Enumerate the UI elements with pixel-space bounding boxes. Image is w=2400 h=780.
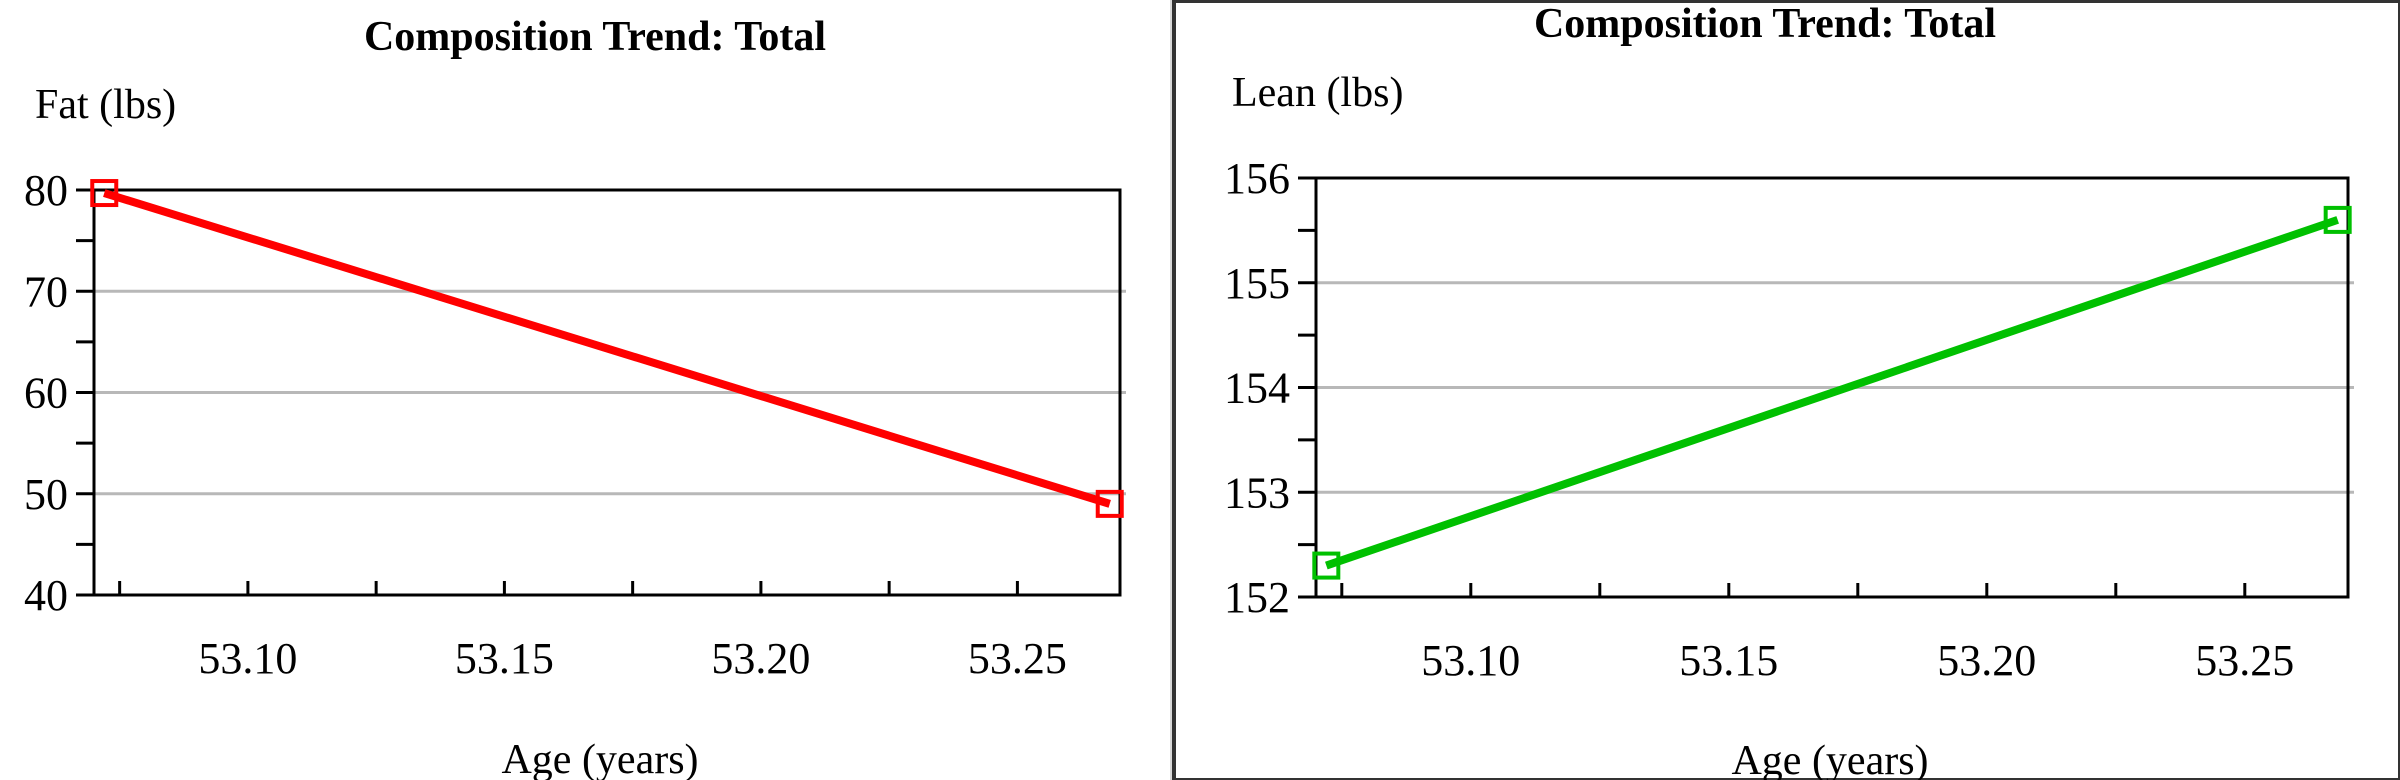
series-line [1325,216,2339,570]
y-tick-label: 156 [1224,154,1290,203]
data-point-marker [2323,205,2352,234]
gridlines [94,289,1126,496]
y-tick-label: 40 [24,571,68,620]
x-axis-label: Age (years) [1731,738,1928,780]
x-axis-label: Age (years) [501,737,698,780]
tick-marks [76,188,1019,597]
y-axis-label: Lean (lbs) [1232,70,1403,116]
x-tick-label: 53.10 [1421,636,1520,685]
series-group [90,179,1124,518]
chart-title: Composition Trend: Total [1534,1,1996,47]
y-tick-label: 154 [1224,364,1290,413]
y-tick-label: 70 [24,267,68,316]
data-point-marker [1312,551,1341,580]
data-point-marker [1095,489,1124,518]
x-tick-label: 53.15 [1679,636,1778,685]
fat-trend-chart: Composition Trend: Total Fat (lbs) Age (… [24,14,1126,780]
y-axis-label: Fat (lbs) [35,82,176,128]
x-tick-label: 53.20 [711,634,810,683]
y-tick-label: 155 [1224,259,1290,308]
x-tick-label: 53.10 [198,634,297,683]
y-tick-label: 152 [1224,573,1290,622]
x-tick-label: 53.20 [1937,636,2036,685]
lean-trend-chart: Composition Trend: Total Lean (lbs) Age … [1224,1,2354,780]
y-tick-label: 80 [24,166,68,215]
y-tick-labels: 152 153 154 155 156 [1224,154,1290,622]
y-tick-label: 50 [24,470,68,519]
chart-title: Composition Trend: Total [364,14,826,60]
x-tick-labels: 53.10 53.15 53.20 53.25 [1421,636,2294,685]
tick-marks [1298,176,2247,599]
series-line [103,189,1111,508]
right-panel-frame [1172,0,2400,780]
series-group [1312,205,2352,580]
y-tick-label: 60 [24,369,68,418]
y-tick-labels: 40 50 60 70 80 [24,166,68,620]
y-tick-label: 153 [1224,468,1290,517]
x-tick-labels: 53.10 53.15 53.20 53.25 [198,634,1067,683]
x-tick-label: 53.15 [455,634,554,683]
data-point-marker [90,179,119,208]
x-tick-label: 53.25 [2195,636,2294,685]
x-tick-label: 53.25 [968,634,1067,683]
